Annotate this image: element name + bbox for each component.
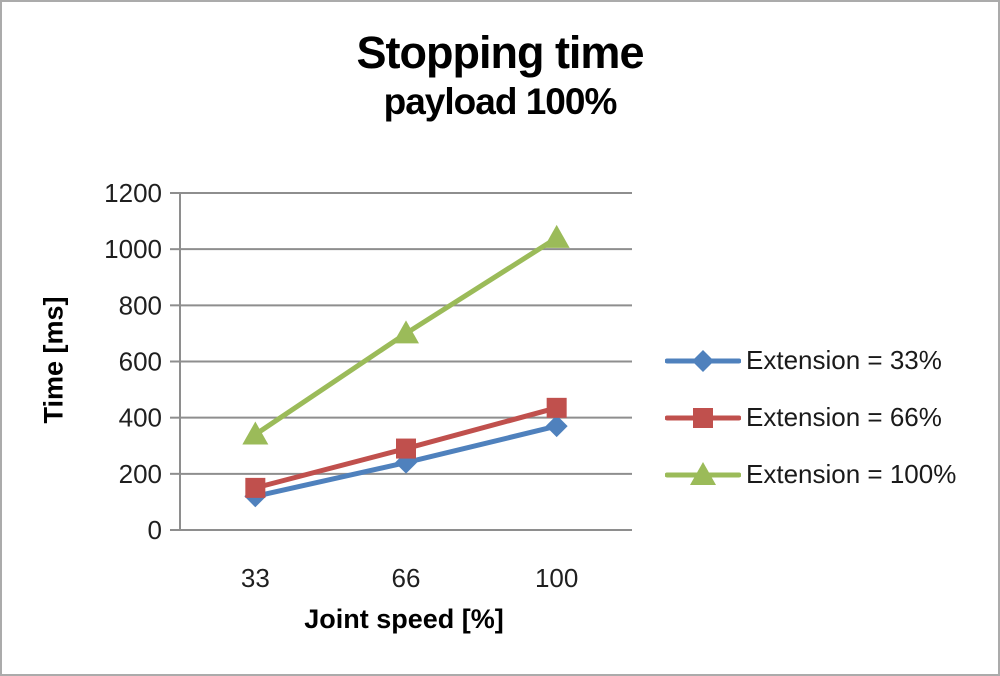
series-extension-33 [244,415,568,508]
legend-label: Extension = 33% [746,345,942,375]
y-tick-label: 600 [119,347,162,377]
legend: Extension = 33% Extension = 66% Extension … [665,332,956,503]
y-axis-title: Time [ms] [38,296,69,424]
y-tick-label: 800 [119,290,162,320]
legend-item-extension-66: Extension = 66% [665,389,956,446]
series-extension-100 [242,224,570,445]
data-point-marker [245,477,266,498]
legend-label: Extension = 66% [746,402,942,432]
gridlines: 0 200 400 600 800 1000 1200 [104,178,632,545]
x-axis-title: Joint speed [%] [304,604,504,634]
data-point-marker [546,397,567,418]
legend-marker-shape [693,407,713,428]
y-tick-label: 200 [119,459,162,489]
legend-label: Extension = 100% [746,459,957,489]
square-marker-icon [665,407,741,428]
y-tick-label: 1200 [104,178,162,208]
data-point-marker [545,415,568,438]
chart-title: Stopping time [356,27,645,78]
x-tick-label: 66 [392,563,421,593]
y-tick-label: 1000 [104,234,162,264]
data-point-marker [543,224,570,248]
x-tick-label: 33 [241,563,270,593]
legend-marker-shape [692,349,714,372]
chart-title-block: Stopping time payload 100% [2,26,998,124]
y-tick-label: 0 [148,515,162,545]
legend-marker-shape [690,461,716,485]
chart-subtitle: payload 100% [383,81,618,122]
series-extension-66 [245,397,567,498]
x-tick-label: 100 [535,563,578,593]
legend-item-extension-100: Extension = 100% [665,446,956,503]
data-point-marker [396,438,416,459]
data-point-marker [393,320,419,344]
data-point-marker [242,421,269,445]
y-tick-label: 400 [119,403,162,433]
diamond-marker-icon [665,349,741,372]
triangle-marker-icon [665,461,741,485]
legend-item-extension-33: Extension = 33% [665,332,956,389]
